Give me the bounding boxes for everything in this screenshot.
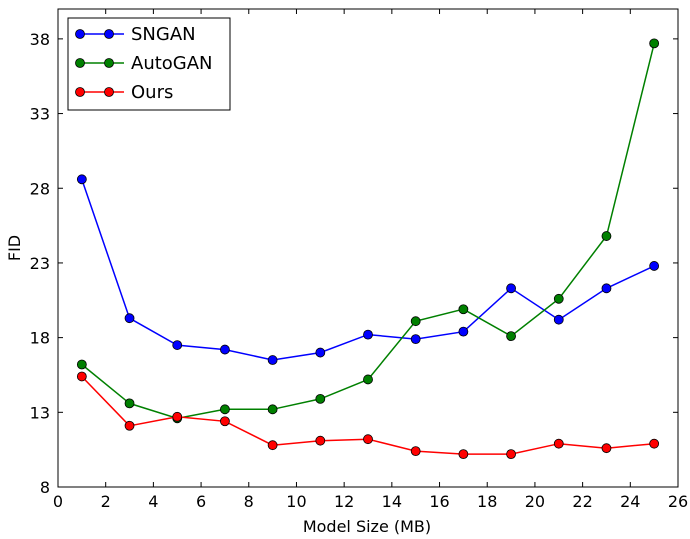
legend-marker	[75, 87, 85, 97]
data-point-sngan	[172, 340, 183, 350]
x-tick-label: 24	[620, 492, 640, 511]
data-point-ours	[172, 411, 183, 422]
legend-item-sngan: SNGAN	[75, 24, 196, 45]
x-tick-label: 8	[244, 492, 254, 511]
data-point-ours	[363, 434, 373, 445]
series-sngan	[76, 174, 660, 365]
x-tick-label: 10	[286, 492, 306, 511]
data-point-sngan	[410, 334, 421, 345]
x-tick-label: 20	[525, 492, 545, 511]
data-point-sngan	[124, 313, 135, 324]
y-tick-label: 23	[30, 254, 50, 273]
data-point-sngan	[220, 344, 230, 355]
data-point-autogan	[601, 231, 612, 241]
data-point-sngan	[506, 283, 516, 294]
data-point-ours	[76, 371, 87, 382]
data-point-sngan	[315, 347, 326, 358]
data-point-ours	[601, 443, 612, 454]
legend-marker	[104, 87, 114, 97]
x-tick-label: 12	[334, 492, 354, 511]
x-tick-label: 16	[429, 492, 449, 511]
data-point-autogan	[649, 38, 660, 49]
x-tick-label: 4	[148, 492, 158, 511]
plot-frame	[57, 8, 679, 488]
data-point-ours	[124, 420, 135, 431]
data-point-autogan	[315, 393, 326, 404]
data-point-ours	[553, 438, 564, 449]
data-point-ours	[315, 435, 326, 446]
y-tick-label: 13	[30, 403, 50, 422]
y-tick-label: 8	[40, 478, 50, 497]
legend-label: SNGAN	[131, 24, 196, 45]
legend-item-ours: Ours	[75, 82, 173, 103]
data-point-sngan	[363, 329, 373, 340]
data-point-ours	[506, 449, 516, 460]
data-point-sngan	[553, 314, 564, 325]
legend-marker	[75, 29, 85, 39]
x-tick-label: 26	[668, 492, 688, 511]
y-axis-label: FID	[5, 235, 24, 261]
data-point-ours	[649, 438, 660, 449]
data-point-autogan	[124, 398, 135, 409]
series-ours	[76, 371, 660, 460]
data-point-ours	[267, 440, 278, 451]
x-axis-label: Model Size (MB)	[303, 517, 431, 536]
data-point-autogan	[363, 374, 373, 385]
data-point-autogan	[506, 331, 516, 342]
data-point-autogan	[553, 293, 564, 304]
data-point-sngan	[267, 355, 278, 365]
legend-marker	[104, 29, 114, 39]
data-point-autogan	[220, 404, 230, 415]
data-point-ours	[220, 416, 230, 427]
y-tick-label: 18	[30, 329, 50, 348]
data-point-sngan	[76, 174, 87, 185]
data-point-sngan	[649, 261, 660, 271]
legend-label: AutoGAN	[131, 53, 213, 74]
x-tick-label: 0	[53, 492, 63, 511]
y-tick-label: 38	[30, 30, 50, 49]
legend-marker	[104, 58, 114, 68]
x-tick-label: 6	[196, 492, 206, 511]
data-point-sngan	[458, 326, 469, 337]
data-point-ours	[410, 446, 421, 457]
x-tick-label: 18	[477, 492, 497, 511]
x-tick-label: 22	[572, 492, 592, 511]
data-point-ours	[458, 449, 469, 460]
legend-label: Ours	[131, 82, 173, 103]
data-point-autogan	[410, 316, 421, 327]
data-point-autogan	[76, 359, 87, 370]
y-tick-label: 28	[30, 179, 50, 198]
series-layer	[76, 38, 660, 460]
legend: SNGAN AutoGAN Ours	[67, 17, 231, 111]
legend-item-autogan: AutoGAN	[75, 53, 213, 74]
data-point-autogan	[458, 304, 469, 315]
y-tick-label: 33	[30, 105, 50, 124]
data-point-autogan	[267, 404, 278, 415]
legend-marker	[75, 58, 85, 68]
x-tick-label: 14	[382, 492, 402, 511]
data-point-sngan	[601, 283, 612, 294]
x-tick-label: 2	[101, 492, 111, 511]
